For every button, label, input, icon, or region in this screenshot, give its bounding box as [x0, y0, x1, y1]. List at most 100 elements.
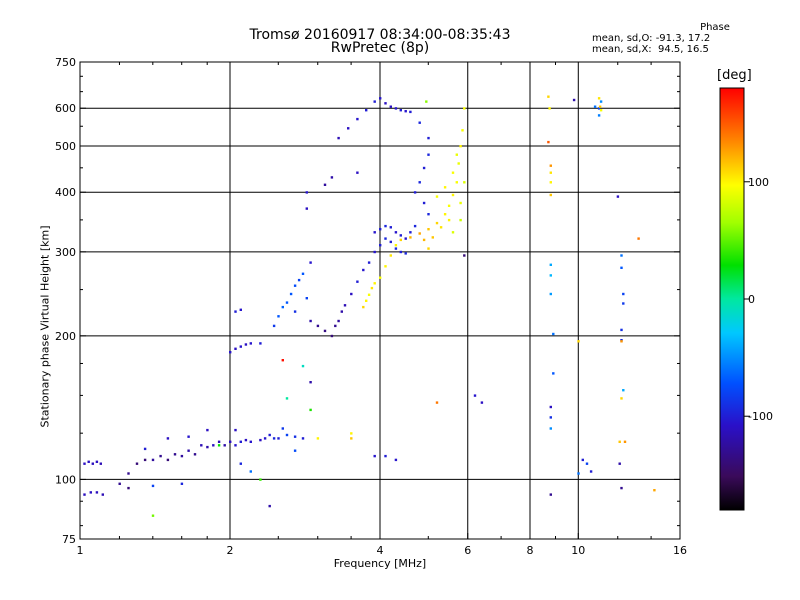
data-point [480, 401, 484, 404]
data-point [620, 486, 623, 490]
data-point [427, 136, 430, 140]
data-point [427, 213, 430, 216]
chart-subtitle: RwPretec (8p) [330, 40, 430, 56]
phase-stats-x-line: mean, sd,X: 94.5, 16.5 [592, 44, 709, 55]
data-point [549, 405, 552, 409]
data-point [277, 315, 280, 318]
data-point [399, 109, 402, 112]
data-point [547, 140, 550, 144]
data-point [229, 351, 232, 354]
data-point [217, 440, 221, 443]
data-point [350, 437, 353, 440]
data-point [593, 105, 597, 108]
data-point [350, 292, 353, 296]
data-point [127, 486, 130, 490]
data-point [83, 493, 86, 496]
data-point [234, 428, 237, 432]
x-tick-label: 2 [227, 544, 234, 557]
phase-stats: Phase mean, sd,O: -91.3, 17.2 mean, sd,X… [592, 22, 788, 55]
data-point [367, 261, 371, 264]
data-point [399, 234, 402, 237]
data-point [293, 449, 297, 452]
data-point [597, 107, 601, 110]
data-point [451, 193, 455, 197]
data-point [620, 397, 623, 400]
data-point [206, 428, 209, 432]
data-point [461, 129, 464, 132]
data-point [597, 114, 601, 117]
data-point [443, 213, 447, 216]
data-point [427, 228, 430, 231]
data-point [309, 408, 312, 412]
data-point [268, 504, 271, 508]
y-tick-label: 750 [55, 56, 76, 69]
data-point [281, 305, 284, 309]
data-point [549, 171, 552, 174]
data-point [549, 292, 552, 296]
data-point [305, 297, 308, 300]
data-point [577, 340, 580, 343]
data-point [293, 310, 297, 313]
data-point [399, 250, 402, 254]
data-point [620, 328, 623, 332]
data-point [281, 359, 284, 362]
data-point [151, 458, 155, 462]
data-point [91, 462, 94, 465]
chart-title: Tromsø 20160917 08:34:00-08:35:43 [249, 27, 511, 43]
data-point [455, 153, 458, 156]
data-point [356, 117, 359, 121]
data-point [135, 462, 139, 465]
data-point [234, 310, 237, 313]
data-point [362, 268, 365, 272]
data-point [549, 274, 552, 277]
data-point [389, 226, 392, 229]
y-tick-label: 600 [55, 102, 76, 115]
data-point [244, 343, 248, 346]
data-point [151, 484, 155, 488]
data-point [622, 302, 625, 305]
data-point [87, 460, 90, 463]
data-point [365, 299, 368, 302]
data-point [234, 444, 237, 447]
data-point [572, 98, 576, 102]
phase-stats-heading: Phase [700, 22, 730, 33]
data-point [585, 462, 589, 465]
colorbar-tick-label: 0 [748, 293, 755, 306]
data-point [180, 482, 184, 485]
data-point [616, 195, 620, 198]
data-point [166, 458, 170, 462]
data-point [180, 454, 184, 458]
data-point [285, 433, 289, 437]
data-point [159, 454, 162, 458]
data-points [83, 95, 656, 517]
data-point [229, 440, 232, 443]
data-point [127, 472, 130, 475]
data-point [259, 438, 262, 442]
colorbar [719, 87, 745, 511]
data-point [431, 236, 434, 239]
data-point [463, 181, 466, 184]
data-point [394, 244, 398, 247]
data-point [549, 263, 552, 266]
data-point [547, 95, 550, 98]
x-tick-label: 1 [77, 544, 84, 557]
data-point [409, 110, 412, 114]
data-point [413, 224, 417, 228]
data-point [549, 181, 552, 184]
data-point [447, 204, 451, 207]
data-point [285, 301, 289, 304]
data-point [427, 153, 430, 156]
x-tick-label: 4 [377, 544, 384, 557]
data-point [418, 181, 421, 184]
data-point [599, 109, 603, 112]
y-tick-label: 100 [55, 473, 76, 486]
data-point [362, 305, 365, 309]
data-point [394, 107, 398, 110]
data-point [384, 224, 387, 228]
data-point [370, 286, 374, 290]
data-point [455, 181, 458, 184]
data-point [620, 340, 623, 343]
data-point [239, 440, 242, 443]
data-point [281, 427, 284, 430]
